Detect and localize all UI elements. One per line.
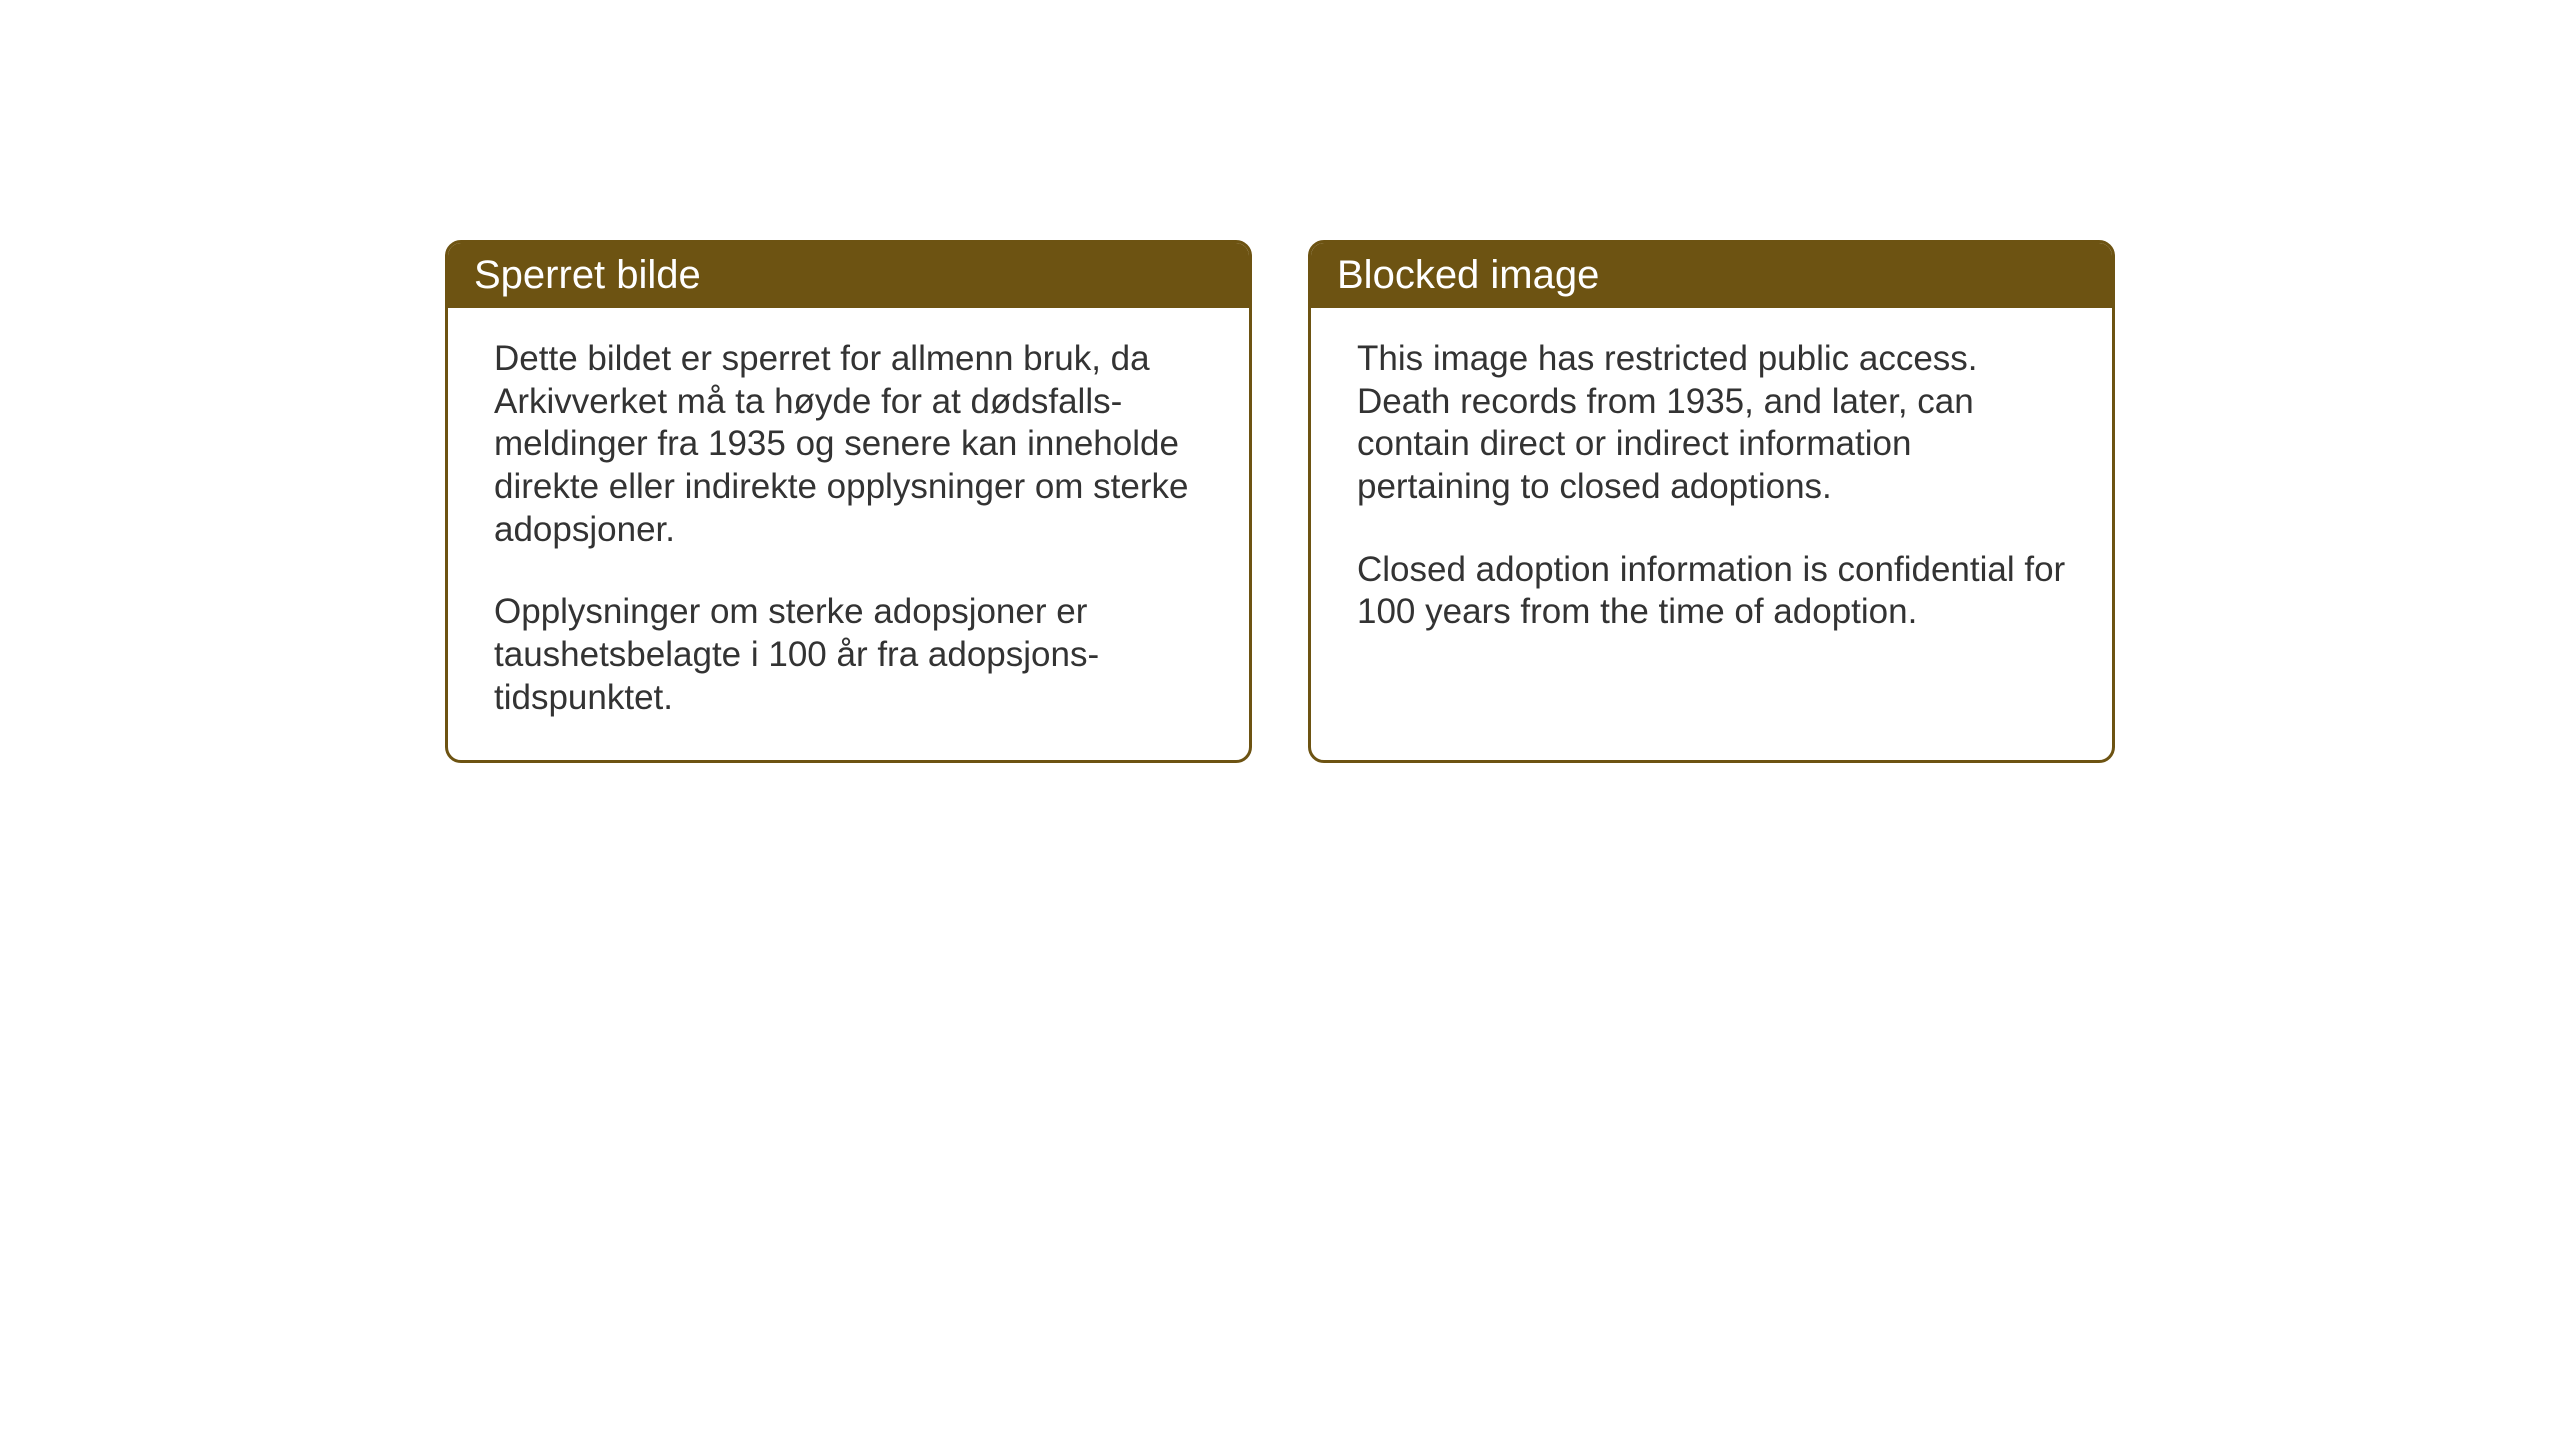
card-english-body: This image has restricted public access.…	[1311, 308, 2112, 674]
card-english-paragraph-2: Closed adoption information is confident…	[1357, 549, 2066, 634]
card-norwegian-header: Sperret bilde	[448, 243, 1249, 308]
card-norwegian-body: Dette bildet er sperret for allmenn bruk…	[448, 308, 1249, 760]
card-norwegian-paragraph-1: Dette bildet er sperret for allmenn bruk…	[494, 338, 1203, 551]
card-norwegian-paragraph-2: Opplysninger om sterke adopsjoner er tau…	[494, 591, 1203, 719]
cards-container: Sperret bilde Dette bildet er sperret fo…	[445, 240, 2115, 763]
card-english-paragraph-1: This image has restricted public access.…	[1357, 338, 2066, 509]
card-norwegian: Sperret bilde Dette bildet er sperret fo…	[445, 240, 1252, 763]
card-english: Blocked image This image has restricted …	[1308, 240, 2115, 763]
card-english-header: Blocked image	[1311, 243, 2112, 308]
